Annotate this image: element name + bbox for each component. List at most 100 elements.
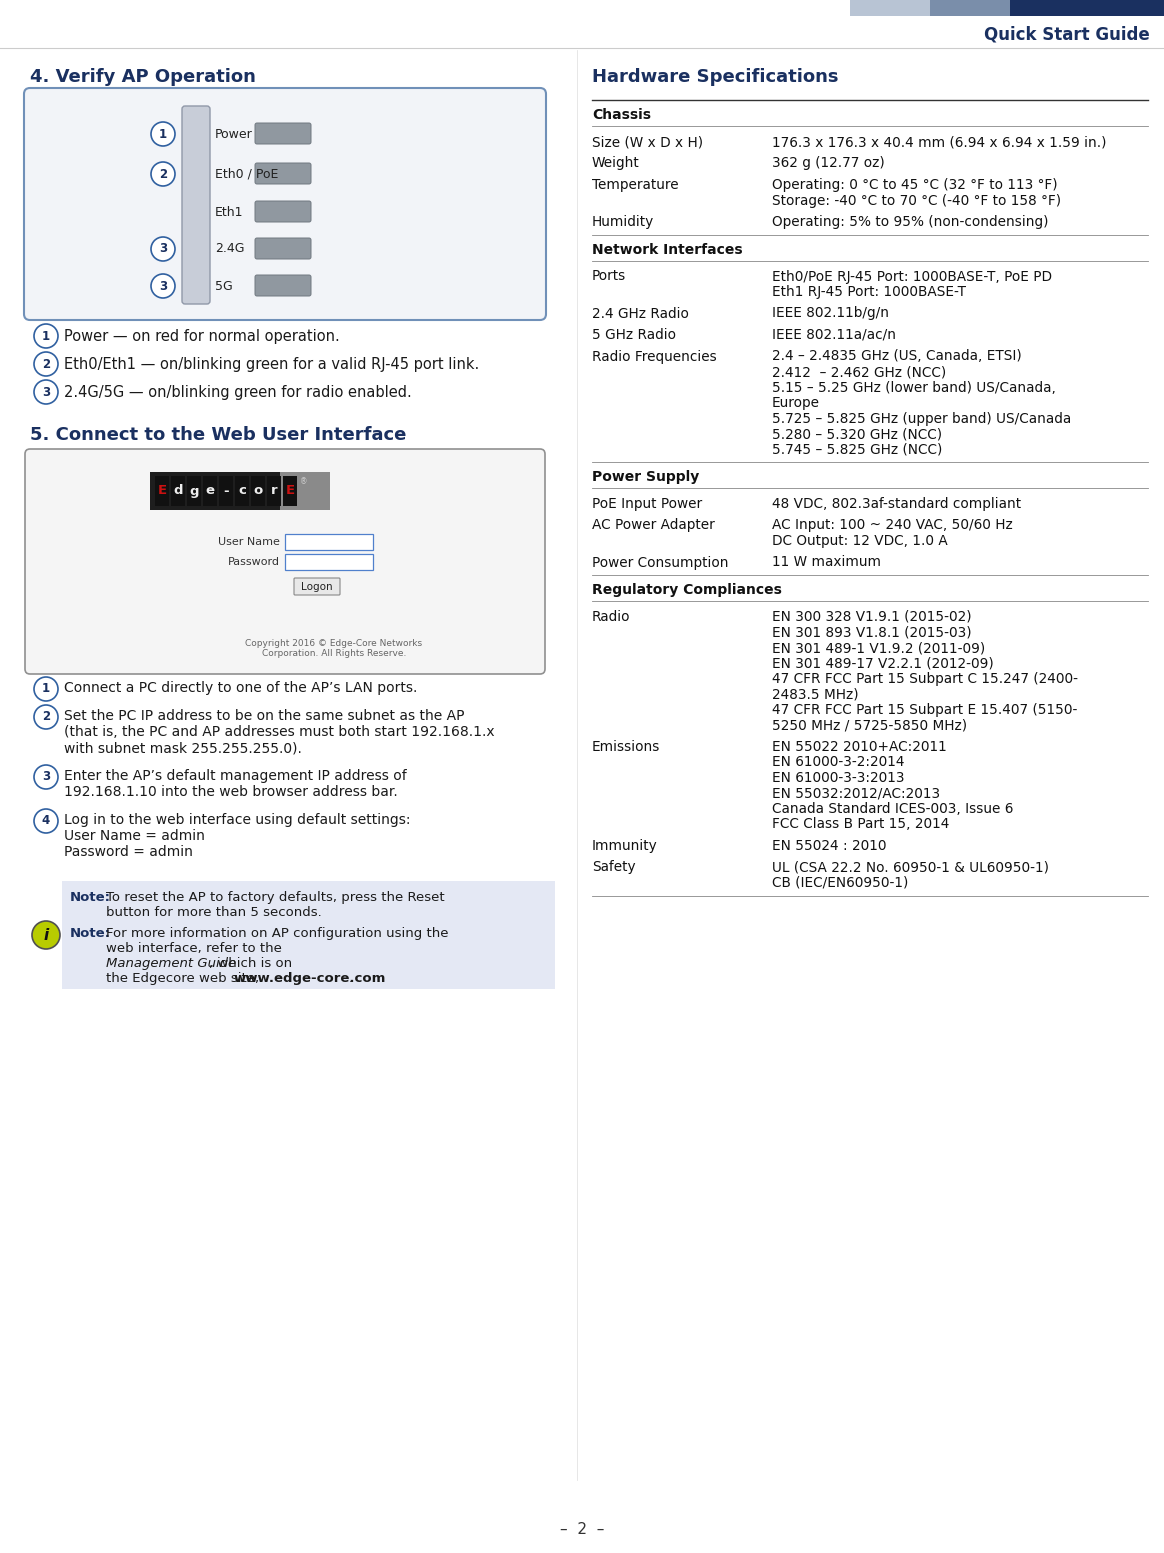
Text: 47 CFR FCC Part 15 Subpart E 15.407 (5150-: 47 CFR FCC Part 15 Subpart E 15.407 (515…: [772, 704, 1078, 717]
Circle shape: [34, 380, 58, 404]
Bar: [62, 881, 555, 989]
Text: FCC Class B Part 15, 2014: FCC Class B Part 15, 2014: [772, 817, 950, 831]
FancyBboxPatch shape: [182, 106, 210, 304]
Text: IEEE 802.11b/g/n: IEEE 802.11b/g/n: [772, 306, 889, 320]
Text: button for more than 5 seconds.: button for more than 5 seconds.: [106, 905, 321, 919]
Text: Ports: Ports: [592, 270, 626, 284]
Text: AC Input: 100 ~ 240 VAC, 50/60 Hz: AC Input: 100 ~ 240 VAC, 50/60 Hz: [772, 519, 1013, 533]
Text: EN 55022 2010+AC:2011: EN 55022 2010+AC:2011: [772, 739, 946, 755]
Text: EN 55024 : 2010: EN 55024 : 2010: [772, 839, 887, 853]
Text: d: d: [173, 485, 183, 497]
Text: EN 61000-3-2:2014: EN 61000-3-2:2014: [772, 755, 904, 769]
Bar: [171, 477, 185, 506]
Text: Management Guide: Management Guide: [106, 957, 236, 971]
Text: Password = admin: Password = admin: [64, 845, 193, 859]
Text: User Name: User Name: [218, 537, 281, 547]
Text: Operating: 0 °C to 45 °C (32 °F to 113 °F): Operating: 0 °C to 45 °C (32 °F to 113 °…: [772, 179, 1058, 193]
Text: UL (CSA 22.2 No. 60950-1 & UL60950-1): UL (CSA 22.2 No. 60950-1 & UL60950-1): [772, 860, 1049, 874]
FancyBboxPatch shape: [294, 578, 340, 595]
Text: Europe: Europe: [772, 396, 819, 410]
Text: AC Power Adapter: AC Power Adapter: [592, 519, 715, 533]
Text: Power: Power: [215, 127, 253, 140]
Text: 192.168.1.10 into the web browser address bar.: 192.168.1.10 into the web browser addres…: [64, 784, 398, 798]
Text: www.edge-core.com: www.edge-core.com: [234, 972, 386, 985]
Bar: [150, 472, 279, 509]
Text: Weight: Weight: [592, 157, 640, 171]
FancyBboxPatch shape: [24, 449, 545, 674]
Text: Note:: Note:: [70, 927, 111, 940]
Text: 176.3 x 176.3 x 40.4 mm (6.94 x 6.94 x 1.59 in.): 176.3 x 176.3 x 40.4 mm (6.94 x 6.94 x 1…: [772, 135, 1107, 149]
Text: EN 300 328 V1.9.1 (2015-02): EN 300 328 V1.9.1 (2015-02): [772, 610, 972, 624]
Text: Set the PC IP address to be on the same subnet as the AP: Set the PC IP address to be on the same …: [64, 710, 464, 724]
Text: Temperature: Temperature: [592, 179, 679, 193]
Circle shape: [31, 921, 61, 949]
Text: with subnet mask 255.255.255.0).: with subnet mask 255.255.255.0).: [64, 741, 301, 755]
Text: E: E: [285, 485, 294, 497]
Text: 2: 2: [42, 357, 50, 371]
Bar: [1010, 0, 1164, 16]
Text: Connect a PC directly to one of the AP’s LAN ports.: Connect a PC directly to one of the AP’s…: [64, 682, 418, 696]
Text: Canada Standard ICES-003, Issue 6: Canada Standard ICES-003, Issue 6: [772, 801, 1014, 815]
FancyBboxPatch shape: [255, 238, 311, 259]
Text: 1: 1: [159, 127, 168, 140]
Text: 2.4G: 2.4G: [215, 242, 244, 256]
Text: Eth1 RJ-45 Port: 1000BASE-T: Eth1 RJ-45 Port: 1000BASE-T: [772, 286, 966, 300]
Circle shape: [151, 123, 175, 146]
Text: E: E: [157, 485, 166, 497]
Text: Log in to the web interface using default settings:: Log in to the web interface using defaul…: [64, 814, 411, 828]
Text: 2: 2: [159, 168, 168, 180]
Text: 3: 3: [159, 242, 168, 256]
Text: r: r: [271, 485, 277, 497]
Text: Emissions: Emissions: [592, 739, 660, 755]
Bar: [235, 477, 249, 506]
Text: 5 GHz Radio: 5 GHz Radio: [592, 328, 676, 342]
Text: , which is on: , which is on: [210, 957, 292, 971]
Text: 11 W maximum: 11 W maximum: [772, 556, 881, 570]
Text: EN 301 489-1 V1.9.2 (2011-09): EN 301 489-1 V1.9.2 (2011-09): [772, 641, 985, 655]
Bar: [279, 472, 331, 509]
Text: i: i: [43, 927, 49, 943]
Text: DC Output: 12 VDC, 1.0 A: DC Output: 12 VDC, 1.0 A: [772, 534, 947, 548]
Text: Copyright 2016 © Edge-Core Networks
Corporation. All Rights Reserve.: Copyright 2016 © Edge-Core Networks Corp…: [246, 638, 423, 658]
Text: Password: Password: [228, 558, 281, 567]
Text: EN 61000-3-3:2013: EN 61000-3-3:2013: [772, 770, 904, 784]
Text: Note:: Note:: [70, 891, 111, 904]
FancyBboxPatch shape: [24, 89, 546, 320]
Text: 3: 3: [42, 770, 50, 784]
Text: the Edgecore web site,: the Edgecore web site,: [106, 972, 263, 985]
Bar: [930, 0, 1010, 16]
Text: (that is, the PC and AP addresses must both start 192.168.1.x: (that is, the PC and AP addresses must b…: [64, 725, 495, 739]
Text: c: c: [239, 485, 246, 497]
Bar: [203, 477, 217, 506]
Text: 2.412  – 2.462 GHz (NCC): 2.412 – 2.462 GHz (NCC): [772, 365, 946, 379]
Bar: [285, 534, 372, 550]
Text: Eth1: Eth1: [215, 205, 243, 219]
Text: e: e: [206, 485, 214, 497]
Text: IEEE 802.11a/ac/n: IEEE 802.11a/ac/n: [772, 328, 896, 342]
Bar: [155, 477, 169, 506]
Circle shape: [34, 809, 58, 832]
FancyBboxPatch shape: [255, 275, 311, 297]
Text: Radio: Radio: [592, 610, 631, 624]
Text: 5.15 – 5.25 GHz (lower band) US/Canada,: 5.15 – 5.25 GHz (lower band) US/Canada,: [772, 380, 1056, 394]
Text: To reset the AP to factory defaults, press the Reset: To reset the AP to factory defaults, pre…: [106, 891, 445, 904]
Text: Regulatory Compliances: Regulatory Compliances: [592, 582, 782, 596]
Circle shape: [34, 325, 58, 348]
Text: Chassis: Chassis: [592, 109, 651, 123]
Text: Radio Frequencies: Radio Frequencies: [592, 349, 717, 363]
Text: 48 VDC, 802.3af-standard compliant: 48 VDC, 802.3af-standard compliant: [772, 497, 1021, 511]
Circle shape: [34, 705, 58, 728]
FancyBboxPatch shape: [255, 200, 311, 222]
Text: Power — on red for normal operation.: Power — on red for normal operation.: [64, 329, 340, 343]
Circle shape: [34, 353, 58, 376]
Text: Enter the AP’s default management IP address of: Enter the AP’s default management IP add…: [64, 769, 406, 783]
Text: 5.745 – 5.825 GHz (NCC): 5.745 – 5.825 GHz (NCC): [772, 443, 943, 457]
Circle shape: [34, 766, 58, 789]
Bar: [219, 477, 233, 506]
Text: 5G: 5G: [215, 280, 233, 292]
Text: 2.4 – 2.4835 GHz (US, Canada, ETSI): 2.4 – 2.4835 GHz (US, Canada, ETSI): [772, 349, 1022, 363]
Circle shape: [151, 273, 175, 298]
Text: EN 301 893 V1.8.1 (2015-03): EN 301 893 V1.8.1 (2015-03): [772, 626, 972, 640]
Text: Safety: Safety: [592, 860, 636, 874]
FancyBboxPatch shape: [255, 163, 311, 183]
